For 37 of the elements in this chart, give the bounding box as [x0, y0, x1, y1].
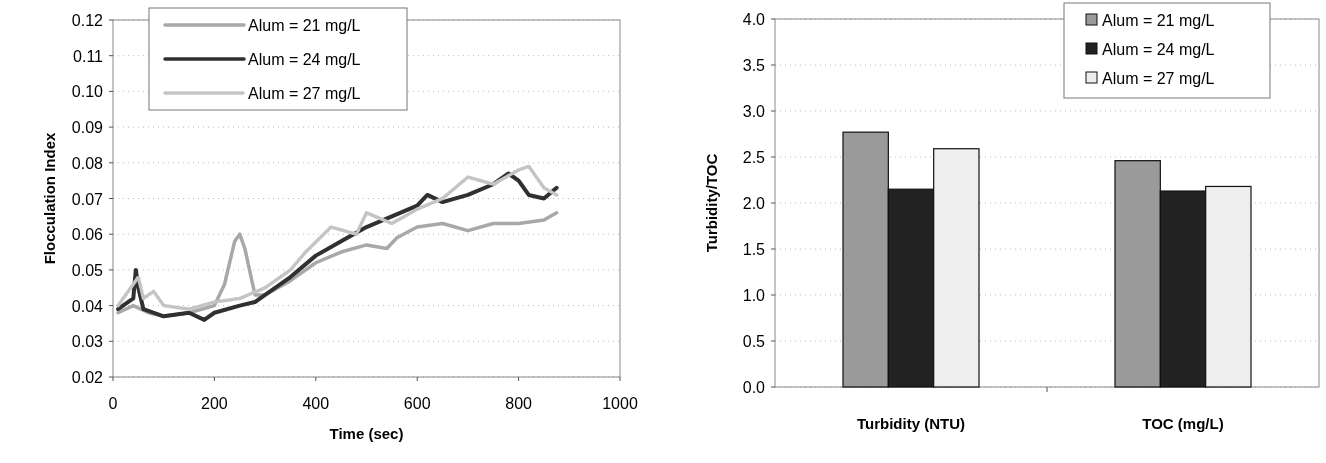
y-tick-label: 0.08 [71, 154, 104, 172]
y-tick-label: 0.5 [742, 333, 766, 350]
y-tick-label: 3.5 [742, 57, 766, 74]
y-tick-label: 0.10 [71, 83, 104, 101]
y-tick-label: 2.0 [742, 195, 766, 212]
x-tick-label: 1000 [602, 395, 638, 412]
y-tick-label: 0.07 [71, 190, 104, 208]
y-tick-label: 0.0 [742, 379, 766, 396]
y-tick-label: 2.5 [742, 149, 766, 166]
y-tick-label: 0.03 [71, 333, 104, 351]
y-tick-label: 0.11 [73, 47, 104, 65]
y-tick-label: 1.5 [742, 241, 766, 258]
y-tick-label: 0.06 [71, 226, 104, 244]
x-axis-title: Time (sec) [329, 425, 404, 442]
x-tick-label: 0 [108, 395, 118, 412]
legend-label: Alum = 24 mg/L [1102, 41, 1215, 58]
x-tick-label: 600 [403, 395, 431, 412]
x-tick-label: TOC (mg/L) [1142, 415, 1224, 432]
x-tick-label: 200 [201, 395, 228, 412]
y-tick-label: 4.0 [742, 11, 766, 28]
legend-label: Alum = 24 mg/L [248, 51, 361, 68]
y-tick-label: 0.02 [71, 369, 104, 386]
legend-label: Alum = 21 mg/L [1102, 12, 1215, 29]
y-tick-label: 1.0 [742, 287, 766, 304]
y-tick-label: 0.04 [71, 297, 104, 315]
legend-label: Alum = 27 mg/L [1102, 70, 1215, 87]
y-tick-label: 0.09 [71, 119, 104, 137]
y-axis-title: Turbidity/TOC [703, 153, 720, 253]
y-axis-title: Flocculation Index [41, 132, 58, 265]
legend-label: Alum = 21 mg/L [248, 17, 361, 34]
legend-label: Alum = 27 mg/L [248, 85, 361, 102]
y-tick-label: 0.12 [71, 12, 104, 29]
y-tick-label: 3.0 [742, 103, 766, 120]
x-tick-label: 800 [505, 395, 533, 412]
y-tick-label: 0.05 [71, 261, 104, 279]
x-tick-label: Turbidity (NTU) [856, 415, 966, 432]
x-tick-label: 400 [302, 395, 330, 412]
